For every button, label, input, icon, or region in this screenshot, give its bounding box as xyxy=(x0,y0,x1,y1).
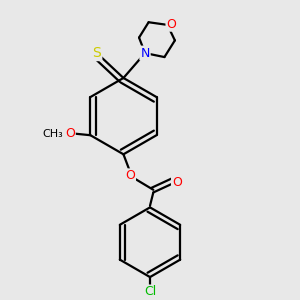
Text: CH₃: CH₃ xyxy=(42,129,63,139)
Text: N: N xyxy=(140,46,150,60)
Text: O: O xyxy=(125,169,135,182)
Text: O: O xyxy=(167,18,176,31)
Text: S: S xyxy=(92,46,101,60)
Text: O: O xyxy=(172,176,182,189)
Text: O: O xyxy=(65,127,75,140)
Text: Cl: Cl xyxy=(144,286,156,298)
